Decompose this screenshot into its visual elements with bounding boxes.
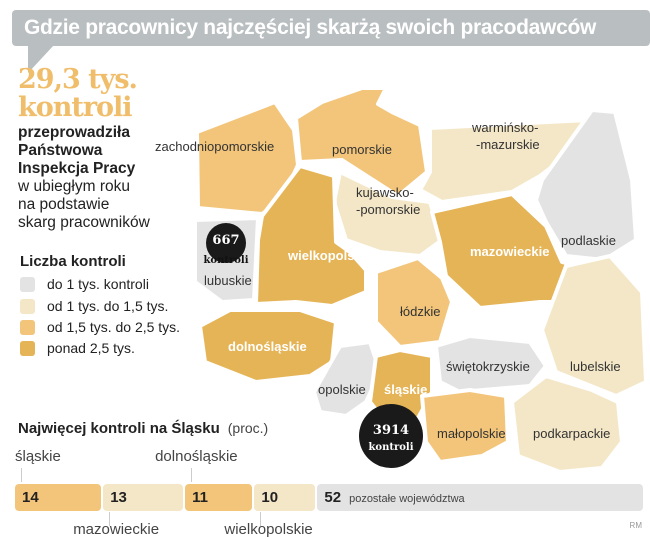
chart-unit: (proc.) xyxy=(227,420,269,436)
badge-slaskie-number: 3914 xyxy=(373,423,409,438)
region-swietokrzyskie[interactable] xyxy=(434,334,548,394)
bar-label: wielkopolskie xyxy=(224,521,313,538)
chart-title-text: Najwięcej kontroli na Śląsku xyxy=(18,420,220,437)
legend-label: do 1 tys. kontroli xyxy=(47,276,149,292)
legend-item: od 1,5 tys. do 2,5 tys. xyxy=(20,319,180,335)
label-wielkopolskie: wielkopolskie xyxy=(287,248,373,263)
bar-label: mazowieckie xyxy=(73,521,160,538)
desc-line: Państwowa xyxy=(18,142,103,159)
legend-item: do 1 tys. kontroli xyxy=(20,276,149,292)
region-podlaskie[interactable] xyxy=(534,108,638,262)
arrow-icon xyxy=(191,468,193,482)
bar-segment: 14 xyxy=(15,484,102,511)
chart-title: Najwięcej kontroli na Śląsku (proc.) xyxy=(18,420,268,437)
legend-label: od 1,5 tys. do 2,5 tys. xyxy=(47,319,181,335)
arrow-icon xyxy=(109,512,111,526)
credit: RM xyxy=(629,521,642,530)
bar-value: 14 xyxy=(22,489,39,506)
legend-label: ponad 2,5 tys. xyxy=(47,340,135,356)
bar-value: 10 xyxy=(261,489,279,506)
label-dolnoslaskie: dolnośląskie xyxy=(228,339,307,354)
description: przeprowadziła Państwowa Inspekcja Pracy… xyxy=(18,124,150,232)
bar-value: 11 xyxy=(192,489,208,506)
region-pomorskie[interactable] xyxy=(294,86,429,198)
region-wielkopolskie[interactable] xyxy=(254,164,368,308)
legend-item: od 1 tys. do 1,5 tys. xyxy=(20,298,168,314)
headline: 29,3 tys. kontroli xyxy=(18,64,138,123)
legend-title: Liczba kontroli xyxy=(20,253,126,270)
badge-slaskie-unit: kontroli xyxy=(368,442,413,453)
region-podkarpackie[interactable] xyxy=(510,374,624,474)
bar-label: śląskie xyxy=(15,448,61,465)
label-lubuskie: lubuskie xyxy=(204,273,252,288)
desc-line: przeprowadziła xyxy=(18,124,130,141)
label-kujawsko: kujawsko- xyxy=(356,185,414,200)
region-lubelskie[interactable] xyxy=(540,254,648,398)
label-lodzkie: łódzkie xyxy=(400,304,440,319)
legend-swatch xyxy=(20,298,35,314)
legend-swatch xyxy=(20,319,35,335)
desc-line: na podstawie xyxy=(18,196,110,213)
desc-line: w ubiegłym roku xyxy=(18,178,130,195)
badge-lubuskie-unit: kontroli xyxy=(203,255,248,266)
legend-swatch xyxy=(20,276,35,292)
label-mazurskie: -mazurskie xyxy=(476,137,540,152)
legend-label: od 1 tys. do 1,5 tys. xyxy=(47,298,169,314)
desc-line: skarg pracowników xyxy=(18,214,150,231)
label-lubelskie: lubelskie xyxy=(570,359,621,374)
region-malopolskie[interactable] xyxy=(420,388,510,464)
label-pomorskie: pomorskie xyxy=(332,142,392,157)
label-pomorskie2: -pomorskie xyxy=(356,202,420,217)
badge-lubuskie-number: 667 xyxy=(212,233,239,248)
bar-segment: 13 xyxy=(103,484,184,511)
label-swietokrzyskie: świętokrzyskie xyxy=(446,359,530,374)
label-opolskie: opolskie xyxy=(318,382,366,397)
label-slaskie: śląskie xyxy=(384,382,427,397)
badge-lubuskie xyxy=(206,223,246,263)
label-warminsko: warmińsko- xyxy=(471,120,538,135)
bar-segment: 11 xyxy=(185,484,253,511)
bar-label: dolnośląskie xyxy=(155,448,238,465)
title-pointer xyxy=(28,45,54,73)
bar-value: 52 xyxy=(324,489,342,506)
region-lodzkie[interactable] xyxy=(374,256,454,349)
bar-label: pozostałe województwa xyxy=(349,493,465,505)
label-podlaskie: podlaskie xyxy=(561,233,616,248)
label-mazowieckie: mazowieckie xyxy=(470,244,550,259)
label-zachodniopomorskie: zachodniopomorskie xyxy=(155,139,274,154)
label-malopolskie: małopolskie xyxy=(437,426,506,441)
legend-swatch xyxy=(20,340,35,356)
bar-value: 13 xyxy=(110,489,127,506)
arrow-icon xyxy=(260,512,262,526)
region-kujawsko-pomorskie[interactable] xyxy=(332,170,444,258)
headline-unit: kontroli xyxy=(18,92,133,123)
bar-segment: 10 xyxy=(254,484,316,511)
legend-item: ponad 2,5 tys. xyxy=(20,340,135,356)
label-podkarpackie: podkarpackie xyxy=(533,426,610,441)
desc-line: Inspekcja Pracy xyxy=(18,160,136,177)
headline-number: 29,3 tys. xyxy=(18,64,138,95)
arrow-icon xyxy=(21,468,22,482)
page-title: Gdzie pracownicy najczęściej skarżą swoi… xyxy=(12,10,650,46)
bar-segment: 52 pozostałe województwa xyxy=(317,484,643,511)
badge-slaskie xyxy=(359,404,423,468)
